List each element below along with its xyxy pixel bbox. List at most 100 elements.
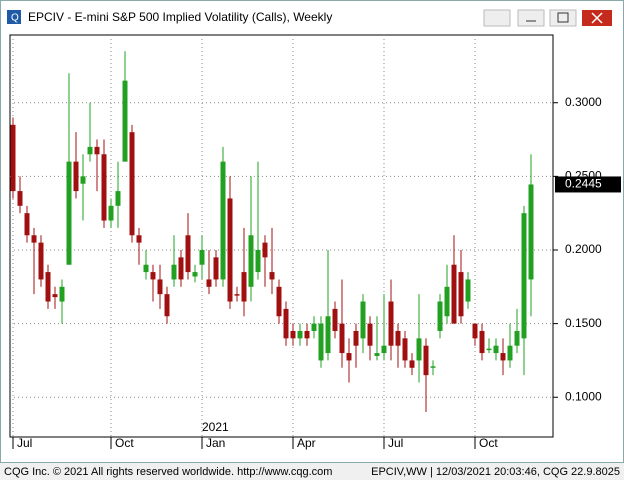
candle-body <box>213 257 219 280</box>
candle-body <box>465 279 471 302</box>
candle-body <box>136 235 142 243</box>
candle-body <box>486 348 492 351</box>
candle-body <box>164 294 170 317</box>
year-label: 2021 <box>202 420 229 434</box>
candle-body <box>101 154 107 221</box>
candle-body <box>402 338 408 361</box>
last-value-label: 0.2445 <box>565 177 602 191</box>
maximize-button[interactable] <box>549 9 577 27</box>
candle-body <box>10 124 16 192</box>
candle-body <box>17 191 23 206</box>
candle-body <box>108 205 114 221</box>
candle-body <box>129 132 135 236</box>
candle-body <box>157 279 163 295</box>
candle-body <box>318 323 324 361</box>
candle-body <box>381 345 387 354</box>
footer-right: EPCIV,WW | 12/03/2021 20:03:46, CQG 22.9… <box>371 466 620 478</box>
candle-body <box>276 286 282 317</box>
app-icon <box>7 10 21 24</box>
last-value-bg <box>555 176 621 193</box>
candle-body <box>423 345 429 376</box>
footer-left: CQG Inc. © 2021 All rights reserved worl… <box>4 466 332 478</box>
candle-body <box>94 146 100 155</box>
candle-body <box>521 213 527 339</box>
candle-body <box>59 286 65 302</box>
candle-body <box>479 330 485 354</box>
candle-body <box>367 323 373 346</box>
x-tick-label: Jul <box>17 436 32 450</box>
candle-body <box>122 80 128 162</box>
candle-body <box>409 360 415 368</box>
candle-body <box>493 345 499 354</box>
candle-body <box>87 146 93 155</box>
y-tick-label: 0.1500 <box>565 316 602 330</box>
candle-body <box>24 213 30 236</box>
candle-body <box>171 264 177 280</box>
candle-body <box>395 330 401 346</box>
x-tick-label: Oct <box>115 436 134 450</box>
candle-body <box>297 330 303 339</box>
candle-body <box>500 353 506 361</box>
candle-body <box>80 176 86 184</box>
candle-body <box>262 242 268 258</box>
plot-area <box>9 34 554 438</box>
candle-body <box>241 272 247 302</box>
candle-body <box>52 294 58 298</box>
candle-body <box>325 316 331 354</box>
y-tick-label: 0.3000 <box>565 95 602 109</box>
candle-body <box>451 264 457 324</box>
candle-body <box>360 301 366 339</box>
candle-body <box>388 301 394 346</box>
close-icon <box>591 12 603 24</box>
candle-body <box>206 279 212 287</box>
candle-body <box>255 249 261 273</box>
candle-body <box>514 330 520 346</box>
minimize-button[interactable] <box>517 9 545 27</box>
candle-body <box>269 272 275 280</box>
window-title: EPCIV - E-mini S&P 500 Implied Volatilit… <box>28 10 332 24</box>
candle-body <box>73 161 79 192</box>
candle-body <box>45 272 51 302</box>
candle-body <box>192 272 198 277</box>
candle-body <box>374 353 380 357</box>
candle-body <box>339 323 345 354</box>
candle-body <box>304 330 310 339</box>
candle-body <box>31 235 37 243</box>
candle-body <box>472 323 478 339</box>
candle-body <box>178 257 184 280</box>
candle-body <box>353 330 359 346</box>
candle-body <box>220 161 226 280</box>
candle-body <box>227 198 233 302</box>
candle-body <box>290 330 296 339</box>
candle-body <box>311 323 317 331</box>
candle-body <box>150 272 156 280</box>
x-tick-label: Jan <box>206 436 225 450</box>
candle-body <box>143 264 149 273</box>
candle-body <box>248 235 254 287</box>
app-icon-letter: Q <box>11 13 19 24</box>
candle-body <box>444 286 450 317</box>
candle-body <box>185 235 191 273</box>
candle-body <box>458 272 464 317</box>
candle-body <box>38 242 44 280</box>
y-tick-label: 0.2000 <box>565 242 602 256</box>
candle-body <box>115 191 121 206</box>
y-tick-label: 0.1000 <box>565 389 602 403</box>
link-button[interactable] <box>483 9 511 27</box>
candle-body <box>437 301 443 331</box>
candle-body <box>332 308 338 331</box>
candle-body <box>199 249 205 265</box>
candle-body <box>234 294 240 296</box>
candle-body <box>528 184 534 280</box>
candle-body <box>416 338 422 361</box>
candle-body <box>66 161 72 265</box>
candle-body <box>507 345 513 361</box>
candle-body <box>430 366 436 368</box>
x-tick-label: Oct <box>479 436 498 450</box>
candle-body <box>346 353 352 361</box>
candle-body <box>283 308 289 339</box>
maximize-icon <box>557 12 569 23</box>
x-tick-label: Apr <box>297 436 316 450</box>
x-tick-label: Jul <box>388 436 403 450</box>
